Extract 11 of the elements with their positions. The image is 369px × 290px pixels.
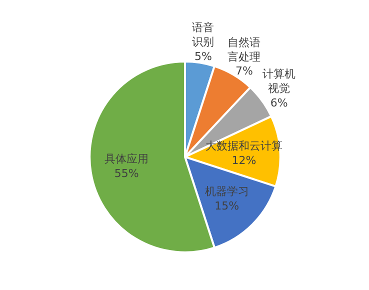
data-label: 5% [194, 50, 212, 63]
slice-label: 具体应用 [104, 152, 149, 166]
slice-label: 语音识别 [192, 21, 214, 48]
data-label: 7% [236, 64, 253, 78]
slice-label: 自然语言处理 [228, 36, 261, 64]
data-label: 6% [270, 96, 288, 110]
data-label: 15% [214, 199, 240, 212]
slice-label: 计算机视觉 [262, 68, 296, 96]
data-label: 12% [232, 154, 256, 167]
data-label: 55% [114, 166, 139, 180]
slice-label: 机器学习 [204, 185, 249, 198]
